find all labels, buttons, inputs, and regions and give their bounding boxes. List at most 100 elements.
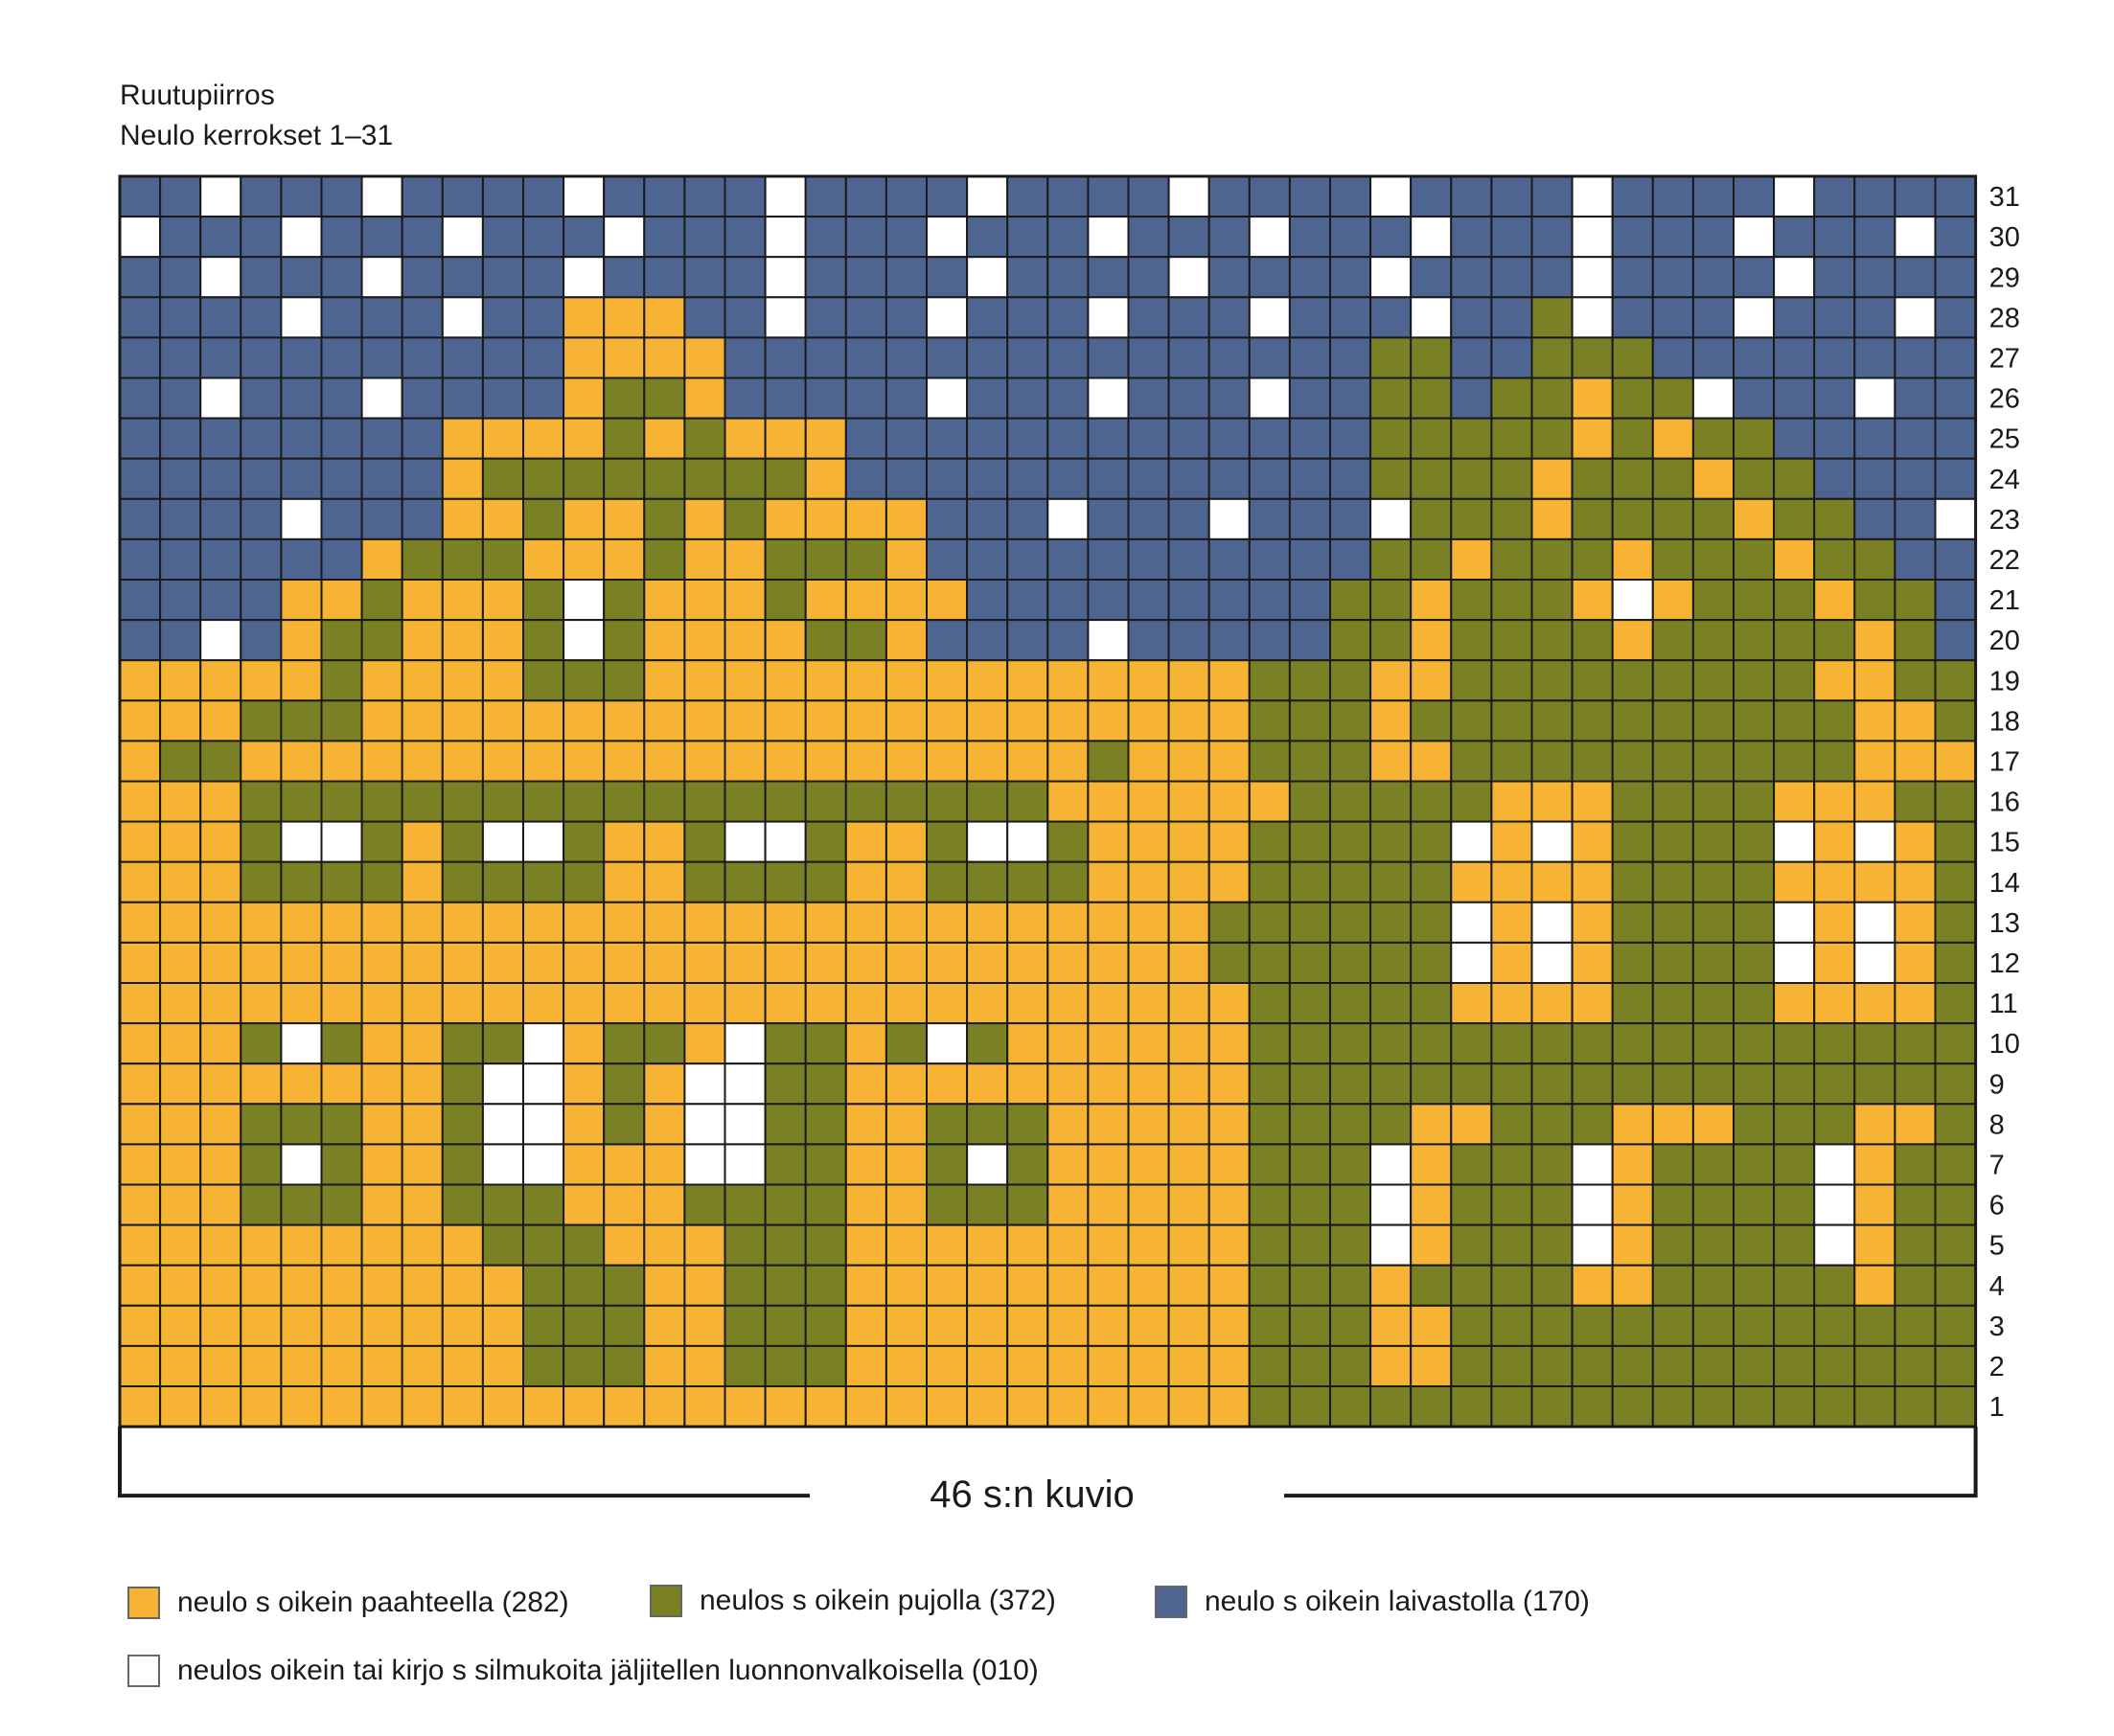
grid-cell	[522, 659, 565, 702]
grid-cell	[240, 699, 283, 742]
repeat-bracket	[118, 1427, 1978, 1498]
grid-cell	[1207, 377, 1251, 420]
grid-cell	[401, 457, 444, 500]
grid-cell	[401, 256, 444, 299]
grid-cell	[1571, 1062, 1614, 1106]
grid-cell	[481, 175, 524, 218]
grid-cell	[159, 457, 202, 500]
row-label: 21	[1989, 585, 2020, 616]
grid-cell	[1934, 659, 1977, 702]
grid-cell	[1087, 982, 1130, 1025]
grid-cell	[1329, 216, 1372, 259]
grid-cell	[1006, 1304, 1049, 1347]
grid-cell	[1207, 1143, 1251, 1186]
row-label: 24	[1989, 465, 2020, 495]
grid-cell	[1369, 579, 1413, 622]
row-label: 12	[1989, 948, 2020, 979]
grid-cell	[1651, 417, 1694, 460]
grid-cell	[1288, 537, 1332, 582]
grid-cell	[1894, 699, 1937, 742]
grid-cell	[522, 1183, 565, 1226]
grid-cell	[885, 619, 929, 662]
grid-cell	[199, 1183, 242, 1226]
grid-cell	[724, 740, 767, 783]
grid-cell	[159, 860, 202, 903]
grid-cell	[804, 336, 847, 379]
grid-cell	[1571, 256, 1614, 299]
grid-cell	[1853, 1264, 1896, 1307]
grid-cell	[1087, 619, 1130, 662]
grid-cell	[1651, 780, 1694, 823]
row-label: 14	[1989, 868, 2020, 899]
grid-cell	[1087, 1143, 1130, 1186]
grid-cell	[1894, 1385, 1937, 1428]
grid-cell	[804, 1304, 847, 1347]
grid-cell	[1571, 417, 1614, 460]
grid-cell	[1733, 1103, 1776, 1146]
grid-cell	[401, 941, 444, 985]
grid-cell	[1207, 1022, 1251, 1065]
grid-cell	[1571, 699, 1614, 742]
grid-cell	[1046, 901, 1090, 944]
grid-cell	[441, 1103, 484, 1146]
grid-cell	[683, 216, 726, 259]
grid-cell	[1087, 377, 1130, 420]
grid-cell	[1087, 860, 1130, 903]
grid-cell	[1006, 780, 1049, 823]
grid-cell	[481, 1385, 524, 1428]
grid-cell	[1087, 216, 1130, 259]
grid-cell	[1329, 1022, 1372, 1065]
grid-cell	[603, 619, 646, 662]
grid-cell	[1894, 1264, 1937, 1307]
grid-cell	[885, 296, 929, 339]
grid-cell	[119, 780, 162, 823]
grid-cell	[320, 1304, 363, 1347]
grid-cell	[481, 537, 524, 582]
grid-cell	[1329, 1264, 1372, 1307]
grid-cell	[199, 296, 242, 339]
grid-cell	[1288, 1344, 1332, 1388]
grid-cell	[401, 336, 444, 379]
grid-cell	[360, 860, 403, 903]
grid-cell	[199, 1264, 242, 1307]
grid-cell	[844, 457, 887, 500]
grid-cell	[1530, 820, 1574, 863]
grid-cell	[1490, 860, 1533, 903]
grid-cell	[1571, 175, 1614, 218]
grid-cell	[1733, 619, 1776, 662]
grid-cell	[683, 296, 726, 339]
grid-cell	[1691, 982, 1735, 1025]
grid-cell	[603, 659, 646, 702]
grid-cell	[1450, 1103, 1493, 1146]
grid-cell	[1894, 256, 1937, 299]
grid-cell	[1450, 296, 1493, 339]
grid-cell	[724, 175, 767, 218]
grid-cell	[522, 820, 565, 863]
grid-cell	[1410, 296, 1453, 339]
grid-cell	[1006, 659, 1049, 702]
grid-cell	[1087, 1385, 1130, 1428]
grid-cell	[643, 579, 686, 622]
grid-cell	[1651, 659, 1694, 702]
grid-cell	[885, 941, 929, 985]
grid-cell	[1733, 1062, 1776, 1106]
grid-cell	[1248, 982, 1291, 1025]
grid-cell	[119, 1183, 162, 1226]
grid-cell	[199, 175, 242, 218]
grid-cell	[804, 941, 847, 985]
grid-cell	[1490, 1223, 1533, 1267]
grid-cell	[724, 941, 767, 985]
grid-cell	[1329, 336, 1372, 379]
grid-cell	[1773, 256, 1816, 299]
grid-cell	[1490, 1264, 1533, 1307]
grid-cell	[1773, 1344, 1816, 1388]
grid-cell	[804, 1103, 847, 1146]
grid-cell	[844, 1143, 887, 1186]
row-label: 30	[1989, 222, 2020, 253]
legend-swatch-navy	[1155, 1586, 1187, 1618]
grid-cell	[1329, 1304, 1372, 1347]
row-label: 17	[1989, 746, 2020, 777]
grid-cell	[1369, 659, 1413, 702]
grid-cell	[1490, 216, 1533, 259]
grid-cell	[1530, 1022, 1574, 1065]
